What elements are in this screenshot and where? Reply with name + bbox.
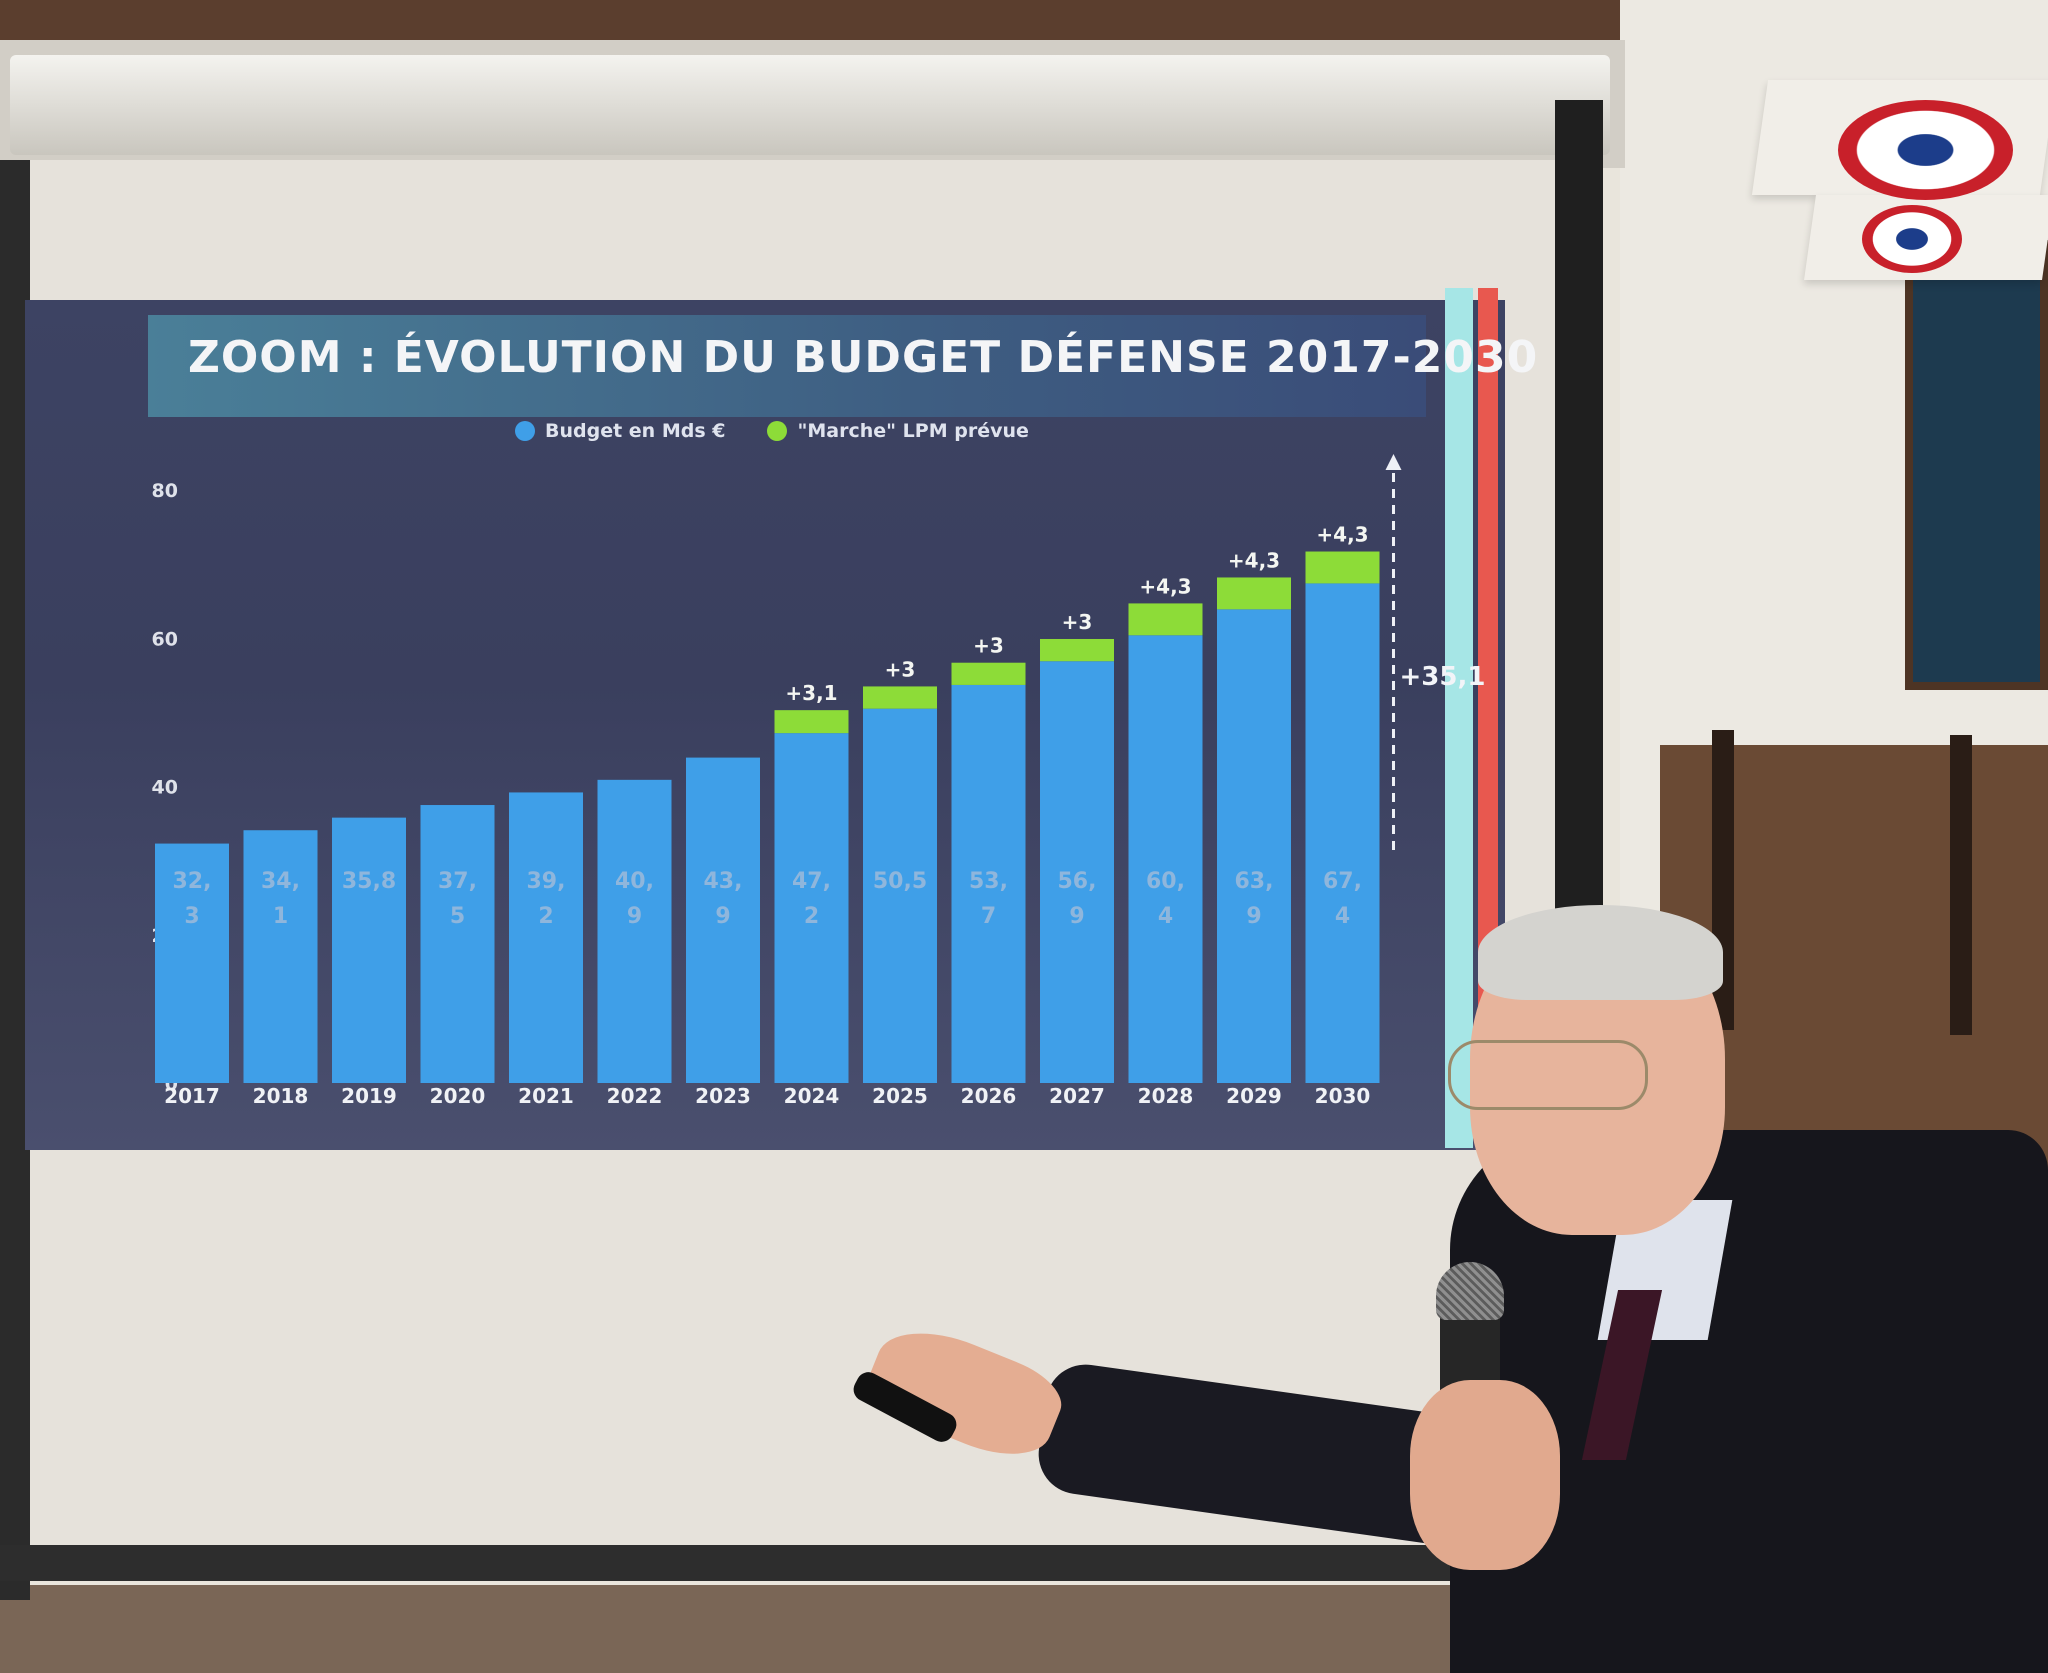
bar-budget <box>243 830 318 1083</box>
bar-increment <box>1217 577 1291 610</box>
bar-value-label: 60, <box>1146 869 1185 894</box>
x-tick-label: 2026 <box>961 1084 1017 1108</box>
bar-budget <box>1217 609 1291 1083</box>
increment-label: +3 <box>885 657 916 681</box>
bar-value-label: 50,5 <box>873 869 927 894</box>
bar-value-label: 9 <box>1069 904 1084 929</box>
increment-label: +4,3 <box>1228 548 1280 572</box>
x-tick-label: 2018 <box>253 1084 309 1108</box>
slide-accent-stripe <box>1478 288 1498 1008</box>
bar-budget <box>597 779 672 1083</box>
bar-value-label: 4 <box>1335 904 1350 929</box>
total-increase-label: +35,1 <box>1400 662 1486 692</box>
bar-increment <box>1040 638 1114 662</box>
x-tick-label: 2020 <box>430 1084 486 1108</box>
bar-budget <box>1040 661 1114 1083</box>
bar-increment <box>1128 603 1203 636</box>
bar-budget <box>686 757 760 1083</box>
bar-budget <box>951 684 1026 1083</box>
x-tick-label: 2029 <box>1226 1084 1282 1108</box>
x-tick-label: 2021 <box>518 1084 574 1108</box>
slide-accent-stripe <box>1445 288 1473 1148</box>
y-tick-label: 80 <box>152 480 178 502</box>
bar-budget <box>1128 635 1203 1083</box>
bar-value-label: 32, <box>173 869 212 894</box>
bar-value-label: 39, <box>527 869 566 894</box>
x-tick-label: 2030 <box>1315 1084 1371 1108</box>
microphone-grille <box>1436 1262 1504 1320</box>
bar-value-label: 47, <box>792 869 831 894</box>
x-tick-label: 2028 <box>1138 1084 1194 1108</box>
bar-increment <box>863 686 937 709</box>
title-banner <box>148 315 1426 417</box>
presenter-hair <box>1478 905 1723 1000</box>
increment-label: +4,3 <box>1316 523 1368 547</box>
painting <box>1905 240 2048 690</box>
legend: Budget en Mds € "Marche" LPM prévue <box>515 420 1029 442</box>
ceiling-trim <box>0 0 1620 40</box>
legend-item-marche: "Marche" LPM prévue <box>767 420 1029 442</box>
bar-increment <box>1305 551 1380 584</box>
roundel-icon <box>1862 205 1962 273</box>
x-tick-label: 2017 <box>164 1084 220 1108</box>
bar-budget <box>332 817 406 1083</box>
bar-value-label: 43, <box>704 869 743 894</box>
x-tick-label: 2024 <box>784 1084 840 1108</box>
increment-label: +3,1 <box>785 681 837 705</box>
bar-value-label: 34, <box>261 869 300 894</box>
legend-swatch-marche <box>767 421 788 441</box>
increment-label: +3 <box>1062 610 1093 634</box>
bar-value-label: 3 <box>184 904 199 929</box>
bar-value-label: 56, <box>1058 869 1097 894</box>
bar-value-label: 2 <box>538 904 553 929</box>
y-tick-label: 60 <box>152 628 178 650</box>
bar-value-label: 5 <box>450 904 465 929</box>
bar-value-label: 67, <box>1323 869 1362 894</box>
chart-title: ZOOM : ÉVOLUTION DU BUDGET DÉFENSE 2017-… <box>188 332 1539 383</box>
x-tick-label: 2019 <box>341 1084 397 1108</box>
bar-budget <box>863 708 937 1083</box>
presenter-hand <box>1410 1380 1560 1570</box>
bar-value-label: 7 <box>981 904 996 929</box>
bar-value-label: 2 <box>804 904 819 929</box>
bar-value-label: 9 <box>1246 904 1261 929</box>
bar-budget <box>509 792 583 1083</box>
screen-bottom-bar <box>0 1545 1600 1581</box>
bar-budget <box>774 733 849 1083</box>
roundel-icon <box>1838 100 2013 200</box>
bar-value-label: 35,8 <box>342 869 396 894</box>
bar-budget <box>420 805 495 1083</box>
legend-label-budget: Budget en Mds € <box>545 420 726 442</box>
legend-label-marche: "Marche" LPM prévue <box>797 420 1029 442</box>
increment-label: +4,3 <box>1139 574 1191 598</box>
bar-value-label: 40, <box>615 869 654 894</box>
bar-increment <box>951 662 1026 685</box>
total-arrow-head <box>1385 454 1402 470</box>
legend-swatch-budget <box>515 421 535 441</box>
bar-value-label: 4 <box>1158 904 1173 929</box>
x-tick-label: 2025 <box>872 1084 928 1108</box>
bar-budget <box>155 843 229 1083</box>
x-tick-label: 2023 <box>695 1084 751 1108</box>
bar-value-label: 9 <box>715 904 730 929</box>
increment-label: +3 <box>973 634 1004 658</box>
bar-value-label: 9 <box>627 904 642 929</box>
x-tick-label: 2027 <box>1049 1084 1105 1108</box>
bar-increment <box>774 710 849 734</box>
bar-budget <box>1305 583 1380 1083</box>
candlestick <box>1950 735 1972 1035</box>
bar-value-label: 1 <box>273 904 288 929</box>
bar-value-label: 63, <box>1235 869 1274 894</box>
legend-item-budget: Budget en Mds € <box>515 420 725 442</box>
bar-value-label: 37, <box>438 869 477 894</box>
y-tick-label: 40 <box>152 777 178 799</box>
screen-roller <box>10 55 1610 155</box>
x-tick-label: 2022 <box>607 1084 663 1108</box>
glasses-icon <box>1448 1040 1648 1110</box>
bar-value-label: 53, <box>969 869 1008 894</box>
